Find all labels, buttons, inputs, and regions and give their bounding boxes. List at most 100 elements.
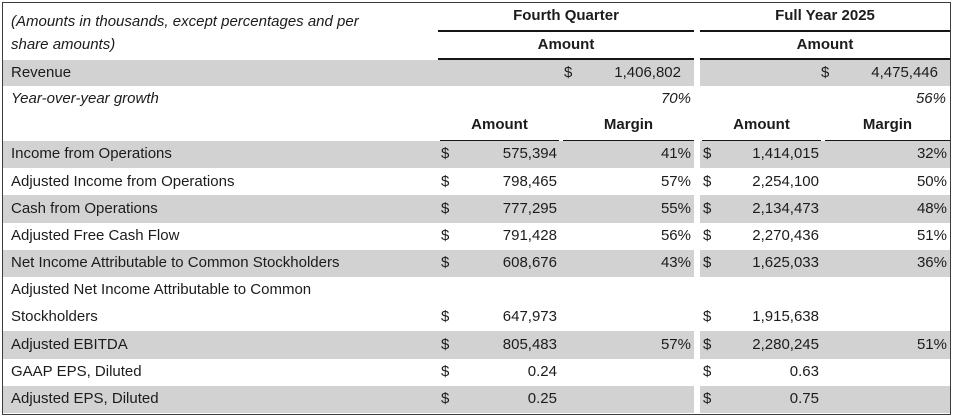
row-label: Adjusted EPS, Diluted xyxy=(3,385,438,413)
table-row: Net Income Attributable to Common Stockh… xyxy=(3,249,950,277)
fy-values: $ 1,915,638 xyxy=(700,304,950,331)
q4-revenue-cell: $ 1,406,802 xyxy=(438,60,694,86)
table-caption-line1: (Amounts in thousands, except percentage… xyxy=(11,12,359,30)
fy-margin: 32% xyxy=(819,141,950,169)
q4-amount: 777,295 xyxy=(456,195,557,223)
q4-values: $ 575,394 41% xyxy=(438,141,694,169)
q4-values: $ 0.25 xyxy=(438,385,694,413)
q4-yoy-cell: 70% xyxy=(438,86,694,112)
fy-amount: 0.63 xyxy=(789,362,819,380)
table-row: Income from Operations $ 575,394 41% $ 1… xyxy=(3,141,950,169)
fy-margin: 48% xyxy=(819,195,950,223)
fy-amount: 1,915,638 xyxy=(752,308,819,326)
q4-margin xyxy=(557,385,694,413)
dollar-sign: $ xyxy=(441,308,450,326)
fy-revenue-cell: $ 4,475,446 xyxy=(700,60,950,86)
table-row-yoy-growth: Year-over-year growth 70% 56% xyxy=(3,86,950,112)
dollar-sign: $ xyxy=(700,385,718,413)
row-label: Adjusted Net Income Attributable to Comm… xyxy=(11,281,312,299)
q4-values: $ 0.24 xyxy=(438,359,694,386)
fy-values xyxy=(700,277,950,304)
column-group-fourth-quarter: Fourth Quarter xyxy=(438,3,694,32)
fy-amount: 2,134,473 xyxy=(718,195,819,223)
dollar-sign: $ xyxy=(441,226,450,244)
subheader-row: Amount Margin Amount Margin xyxy=(3,111,950,142)
table-row: GAAP EPS, Diluted $ 0.24 $ 0.63 xyxy=(3,359,950,386)
q4-amount: 0.25 xyxy=(456,385,557,413)
row-label: Revenue xyxy=(3,60,438,86)
q4-amount-header: Amount xyxy=(438,32,694,60)
fy-margin: 36% xyxy=(819,249,950,277)
fy-margin-subheader: Margin xyxy=(825,111,950,142)
table-row: Adjusted EPS, Diluted $ 0.25 $ 0.75 xyxy=(3,385,950,413)
q4-amount: 647,973 xyxy=(502,308,557,326)
row-label: Stockholders xyxy=(11,308,98,326)
q4-yoy-value: 70% xyxy=(660,89,691,107)
row-label: GAAP EPS, Diluted xyxy=(11,362,142,380)
fy-amount: 2,254,100 xyxy=(752,172,819,190)
q4-subheaders: Amount Margin xyxy=(438,111,694,142)
table-row: Adjusted Net Income Attributable to Comm… xyxy=(3,277,950,304)
q4-margin xyxy=(557,359,694,386)
fy-amount: 2,270,436 xyxy=(752,226,819,244)
dollar-sign: $ xyxy=(441,362,450,380)
fy-margin xyxy=(819,385,950,413)
fy-values: $ 2,134,473 48% xyxy=(700,195,950,223)
table-row: Adjusted EBITDA $ 805,483 57% $ 2,280,24… xyxy=(3,331,950,359)
dollar-sign: $ xyxy=(564,63,573,81)
dollar-sign: $ xyxy=(438,249,456,277)
q4-values: $ 608,676 43% xyxy=(438,249,694,277)
column-group-full-year: Full Year 2025 xyxy=(700,3,950,32)
dollar-sign: $ xyxy=(703,226,712,244)
row-label: Income from Operations xyxy=(3,141,438,169)
row-label: Cash from Operations xyxy=(3,195,438,223)
table-row: Adjusted Free Cash Flow $ 791,428 56% $ … xyxy=(3,223,950,250)
q4-amount: 575,394 xyxy=(456,141,557,169)
fy-margin: 50% xyxy=(916,172,947,190)
fy-margin: 51% xyxy=(819,331,950,359)
row-label: Net Income Attributable to Common Stockh… xyxy=(3,249,438,277)
q4-margin: 41% xyxy=(557,141,694,169)
fy-margin xyxy=(819,359,950,386)
fy-amount: 0.75 xyxy=(718,385,819,413)
fy-values: $ 0.63 xyxy=(700,359,950,386)
row-label: Adjusted Income from Operations xyxy=(11,172,235,190)
fy-revenue-amount: 4,475,446 xyxy=(871,63,938,81)
table-row: Stockholders $ 647,973 $ 1,915,638 xyxy=(3,304,950,331)
q4-values: $ 805,483 57% xyxy=(438,331,694,359)
q4-values: $ 798,465 57% xyxy=(438,168,694,195)
q4-values: $ 791,428 56% xyxy=(438,223,694,250)
table-row: Adjusted Income from Operations $ 798,46… xyxy=(3,168,950,195)
q4-values: $ 647,973 xyxy=(438,304,694,331)
q4-revenue-amount: 1,406,802 xyxy=(614,63,681,81)
q4-amount-subheader: Amount xyxy=(440,111,559,142)
row-label: Adjusted Free Cash Flow xyxy=(11,226,180,244)
fy-margin xyxy=(819,304,950,331)
fy-amount-header: Amount xyxy=(700,32,950,60)
dollar-sign: $ xyxy=(703,308,712,326)
q4-margin: 55% xyxy=(557,195,694,223)
dollar-sign: $ xyxy=(821,63,830,81)
q4-amount: 0.24 xyxy=(527,362,557,380)
q4-margin: 57% xyxy=(660,172,691,190)
header-row-amount: share amounts) Amount Amount xyxy=(3,32,950,60)
dollar-sign: $ xyxy=(700,331,718,359)
dollar-sign: $ xyxy=(700,141,718,169)
dollar-sign: $ xyxy=(438,385,456,413)
dollar-sign: $ xyxy=(438,141,456,169)
q4-amount: 608,676 xyxy=(456,249,557,277)
dollar-sign: $ xyxy=(700,249,718,277)
fy-amount: 1,414,015 xyxy=(718,141,819,169)
q4-values xyxy=(438,277,694,304)
fy-margin: 51% xyxy=(916,226,947,244)
q4-margin xyxy=(557,304,694,331)
q4-amount: 805,483 xyxy=(456,331,557,359)
table-caption-line2: share amounts) xyxy=(11,35,116,53)
fy-values: $ 2,270,436 51% xyxy=(700,223,950,250)
table-row-revenue: Revenue $ 1,406,802 $ 4,475,446 xyxy=(3,60,950,86)
fy-amount: 1,625,033 xyxy=(718,249,819,277)
dollar-sign: $ xyxy=(703,362,712,380)
fy-yoy-value: 56% xyxy=(915,89,946,107)
